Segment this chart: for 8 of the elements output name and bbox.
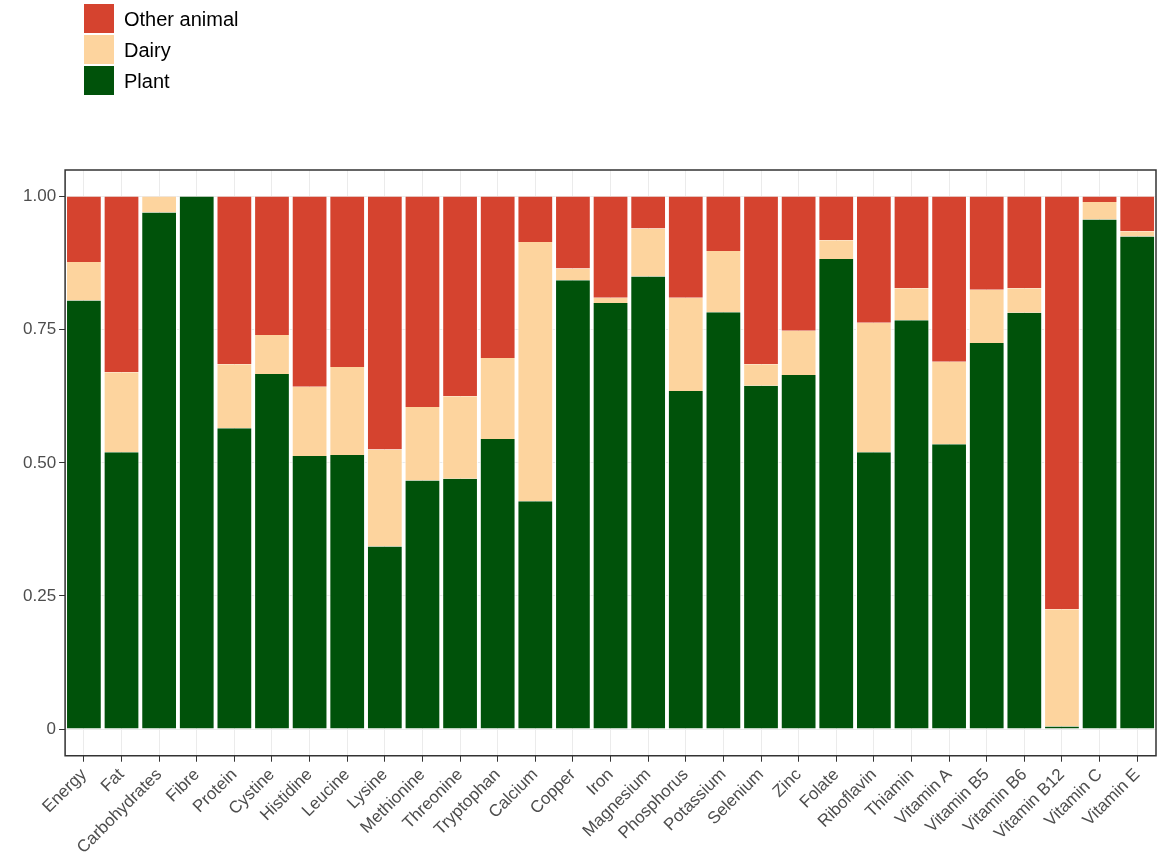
y-tick-label: 0.75	[22, 319, 57, 339]
y-tick-label: 0	[46, 718, 57, 738]
legend-label: Plant	[124, 70, 170, 93]
y-tick-label: 0.50	[22, 452, 57, 472]
y-tick-label: 1.00	[22, 186, 57, 206]
legend-label: Other animal	[124, 8, 239, 31]
legend-label: Dairy	[124, 39, 171, 62]
y-tick-label: 0.25	[22, 585, 57, 605]
